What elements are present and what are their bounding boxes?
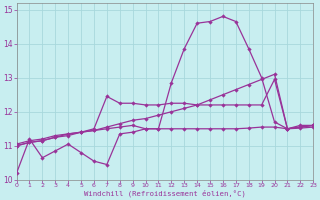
X-axis label: Windchill (Refroidissement éolien,°C): Windchill (Refroidissement éolien,°C)	[84, 190, 246, 197]
